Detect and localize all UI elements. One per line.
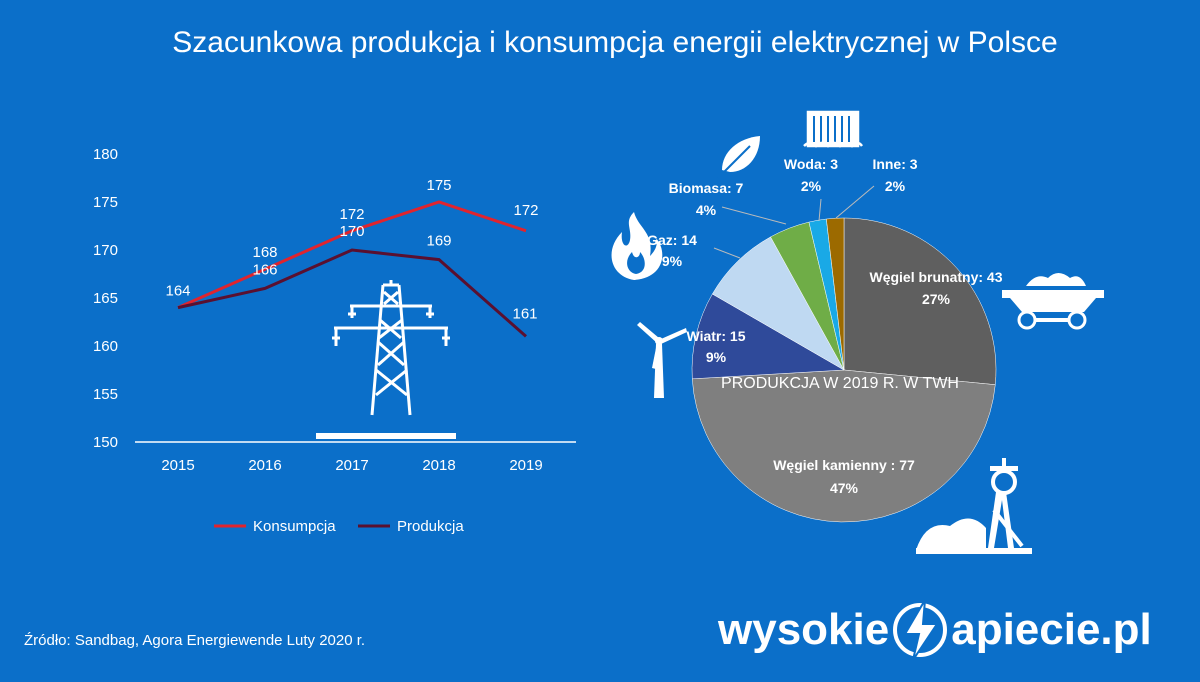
data-label: 161 <box>512 305 537 322</box>
wind-turbine-icon <box>637 322 687 398</box>
y-tick-label: 175 <box>93 194 118 211</box>
slice-pct-woda: 2% <box>801 178 822 194</box>
slice-label-wegiel-brunatny: Węgiel brunatny: 43 <box>869 269 1002 285</box>
hydro-dam-icon <box>803 110 864 148</box>
slice-label-wegiel-kamienny: Węgiel kamienny : 77 <box>773 457 915 473</box>
x-tick-label: 2016 <box>248 457 281 474</box>
data-label: 170 <box>339 223 364 240</box>
data-label: 172 <box>339 206 364 223</box>
slice-pct-wegiel-brunatny: 27% <box>922 291 951 307</box>
y-tick-label: 170 <box>93 242 118 259</box>
slice-pct-wegiel-kamienny: 47% <box>830 480 859 496</box>
slice-label-gaz: Gaz: 14 <box>647 232 697 248</box>
mine-cart-icon <box>1002 273 1104 330</box>
flame-icon <box>611 212 663 280</box>
x-tick-label: 2019 <box>509 457 542 474</box>
y-tick-label: 155 <box>93 386 118 403</box>
brand-text-right: apiecie.pl <box>951 605 1152 654</box>
lightning-bolt-icon <box>893 599 948 661</box>
y-tick-label: 180 <box>93 146 118 163</box>
slice-pct-inne: 2% <box>885 178 906 194</box>
legend-label-konsumpcja: Konsumpcja <box>253 518 336 535</box>
y-tick-label: 165 <box>93 290 118 307</box>
slice-pct-gaz: 9% <box>662 253 683 269</box>
coal-mine-icon <box>916 458 1032 554</box>
pie-chart: PRODUKCJA W 2019 R. W TWH Węgiel brunatn… <box>611 110 1104 554</box>
data-label: 169 <box>426 233 451 250</box>
pie-slice <box>712 236 845 371</box>
x-tick-label: 2015 <box>161 457 194 474</box>
pylon-base <box>316 433 456 439</box>
leader-biomasa <box>721 206 787 225</box>
x-tick-label: 2017 <box>335 457 368 474</box>
page-title: Szacunkowa produkcja i konsumpcja energi… <box>172 26 1058 59</box>
line-chart: 150 155 160 165 170 175 180 2015 2016 2017 2018 20… <box>93 146 576 535</box>
leader-gaz <box>713 247 741 259</box>
y-tick-label: 160 <box>93 338 118 355</box>
data-label: 168 <box>252 244 277 261</box>
slice-label-wiatr: Wiatr: 15 <box>686 328 745 344</box>
leader-inne <box>835 185 875 219</box>
leaf-icon <box>717 136 760 179</box>
slice-label-biomasa: Biomasa: 7 <box>669 180 744 196</box>
series-line-konsumpcja <box>177 200 527 309</box>
pie-title: PRODUKCJA W 2019 R. W TWH <box>721 375 959 392</box>
brand-text-left: wysokie <box>718 605 890 654</box>
leader-woda <box>818 198 822 222</box>
pie-slice <box>691 369 996 523</box>
source-note: Źródło: Sandbag, Agora Energiewende Luty… <box>24 632 366 649</box>
slice-label-woda: Woda: 3 <box>784 156 838 172</box>
data-label: 164 <box>165 283 190 300</box>
legend-label-produkcja: Produkcja <box>397 518 464 535</box>
y-tick-label: 150 <box>93 434 118 451</box>
series-line-produkcja <box>177 248 527 338</box>
data-label: 172 <box>513 202 538 219</box>
power-pylon-icon <box>332 280 450 416</box>
brand-logo[interactable]: wysokie apiecie.pl <box>718 598 1152 662</box>
x-tick-label: 2018 <box>422 457 455 474</box>
slice-label-inne: Inne: 3 <box>872 156 917 172</box>
slice-pct-wiatr: 9% <box>706 349 727 365</box>
slice-pct-biomasa: 4% <box>696 202 717 218</box>
pie-slice <box>691 293 845 380</box>
data-label: 175 <box>426 177 451 194</box>
pie-slice <box>826 217 845 371</box>
pie-slice <box>843 217 997 385</box>
data-label: 166 <box>252 261 277 278</box>
